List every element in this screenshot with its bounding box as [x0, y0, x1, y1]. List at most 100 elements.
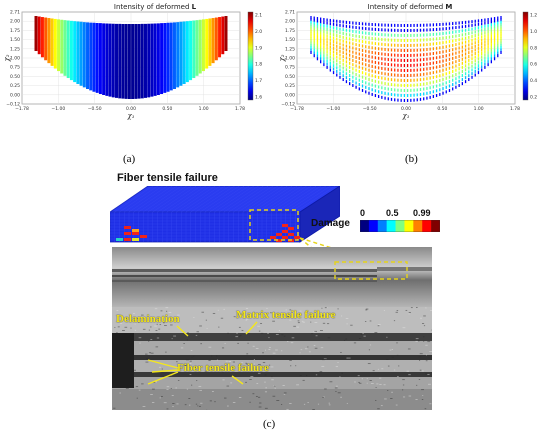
damage-element-left [132, 232, 139, 235]
damage-element-right [288, 233, 294, 236]
colorbar-tick-label: 0.4 [530, 78, 537, 84]
x-tick-label: −1.78 [15, 106, 29, 112]
colorbar [522, 11, 529, 101]
zoom-box-model [249, 209, 299, 241]
x-tick-label: 0.50 [437, 106, 447, 112]
y-tick-label: 0.50 [10, 74, 20, 80]
colorbar [247, 11, 254, 101]
ply-layer [112, 389, 432, 410]
damage-colorbar-cell [377, 220, 387, 232]
ply-layer [112, 355, 432, 360]
colorbar-tick-label: 2.1 [255, 13, 262, 19]
colorbar-tick-label: 1.0 [530, 29, 537, 35]
y-tick-label: 0.25 [285, 83, 295, 89]
fe-side-face [299, 186, 340, 243]
y-tick-label: 2.00 [10, 19, 20, 25]
damage-colorbar-cell [422, 220, 432, 232]
x-tick-label: −1.78 [290, 106, 304, 112]
y-tick-label: 1.00 [10, 56, 20, 62]
colorbar-tick-label: 1.2 [530, 13, 537, 19]
damage-colorbar-cell [395, 220, 405, 232]
y-tick-label: 2.71 [285, 10, 295, 16]
damage-colorbar-cell [404, 220, 414, 232]
panel-b-plot: −0.12 0.00 0.25 0.50 0.75 1.00 1.25 1.50 1.75 2.0… [278, 10, 537, 121]
ply-layer [112, 372, 432, 377]
damage-colorbar-cell [413, 220, 423, 232]
y-tick-label: 2.71 [10, 10, 20, 16]
panel-a-title: Intensity of deformed L [113, 3, 197, 11]
ply-layer [112, 377, 432, 389]
damage-element-left [140, 235, 147, 238]
damage-tick-max: 0.99 [413, 208, 431, 218]
panel-a-caption: (a) [123, 153, 136, 165]
y-axis-label: χ₂ [278, 54, 286, 62]
y-tick-label: 0.00 [10, 92, 20, 98]
damage-element-right [282, 224, 288, 227]
x-tick-label: −1.00 [326, 106, 340, 112]
ply-layer [112, 333, 432, 341]
fractured-end [112, 333, 134, 388]
ply-layer [112, 307, 432, 333]
x-tick-label: −0.50 [363, 106, 377, 112]
x-tick-label: 0.00 [126, 106, 136, 112]
annotation-delamination: Delamination [116, 313, 180, 325]
damage-colorbar [360, 220, 440, 232]
annotation-matrix-tensile-failure: Matrix tensile failure [236, 309, 336, 321]
damage-element-left [132, 238, 139, 241]
y-tick-label: 1.25 [10, 46, 20, 52]
damage-legend-label: Damage [311, 218, 350, 229]
x-tick-label: 1.78 [235, 106, 245, 112]
ply-layer [112, 341, 432, 355]
damage-element-right [276, 239, 282, 242]
y-tick-label: 1.75 [10, 28, 20, 34]
damage-element-right [294, 236, 300, 239]
specimen-photo-zoom [112, 307, 432, 410]
y-axis-label: χ₂ [3, 54, 11, 62]
colorbar-tick-label: 1.8 [255, 62, 262, 68]
damage-colorbar-cell [386, 220, 396, 232]
y-tick-label: 1.50 [10, 37, 20, 43]
x-axis-label: χ₁ [401, 112, 409, 120]
colorbar-tick-label: 0.6 [530, 62, 537, 68]
y-tick-label: 1.75 [285, 28, 295, 34]
x-tick-label: −1.00 [51, 106, 65, 112]
damage-element-left [124, 226, 131, 229]
vector-field [34, 16, 228, 99]
damage-colorbar-cell [360, 220, 370, 232]
damage-element-right [270, 236, 276, 239]
y-tick-label: −0.12 [281, 102, 295, 108]
y-tick-label: 0.75 [285, 65, 295, 71]
x-tick-label: 1.78 [510, 106, 520, 112]
panel-c-caption: (c) [263, 418, 276, 430]
y-tick-label: 2.00 [285, 19, 295, 25]
damage-element-right [288, 227, 294, 230]
colorbar-tick-label: 1.7 [255, 78, 262, 84]
panel-a-plot: −0.12 0.00 0.25 0.50 0.75 1.00 1.25 1.50 1.75 2.0… [3, 10, 262, 121]
damage-element-right [282, 230, 288, 233]
y-tick-label: 1.50 [285, 37, 295, 43]
fiber-tensile-failure-title: Fiber tensile failure [117, 172, 218, 184]
damage-element-left [124, 232, 131, 235]
vector-field [310, 16, 502, 102]
y-tick-label: 0.25 [10, 83, 20, 89]
x-tick-label: 0.00 [401, 106, 411, 112]
annotation-fiber-tensile-failure: Fiber tensile failure [177, 362, 269, 374]
x-tick-label: 1.00 [474, 106, 484, 112]
x-tick-label: 1.00 [199, 106, 209, 112]
fe-mesh [110, 186, 336, 242]
ply-layer [112, 360, 432, 372]
panel-b-caption: (b) [405, 153, 418, 165]
damage-element-left [116, 238, 123, 241]
y-tick-label: −0.12 [6, 102, 20, 108]
panel-b-title: Intensity of deformed M [367, 3, 453, 11]
colorbar-tick-label: 0.8 [530, 45, 537, 51]
damage-element-right [276, 233, 282, 236]
y-tick-label: 1.25 [285, 46, 295, 52]
x-tick-label: 0.50 [162, 106, 172, 112]
colorbar-tick-label: 1.6 [255, 95, 262, 101]
specimen-photo-overview [112, 247, 432, 307]
damage-tick-mid: 0.5 [386, 208, 399, 218]
y-tick-label: 0.50 [285, 74, 295, 80]
colorbar-tick-label: 2.0 [255, 29, 262, 35]
